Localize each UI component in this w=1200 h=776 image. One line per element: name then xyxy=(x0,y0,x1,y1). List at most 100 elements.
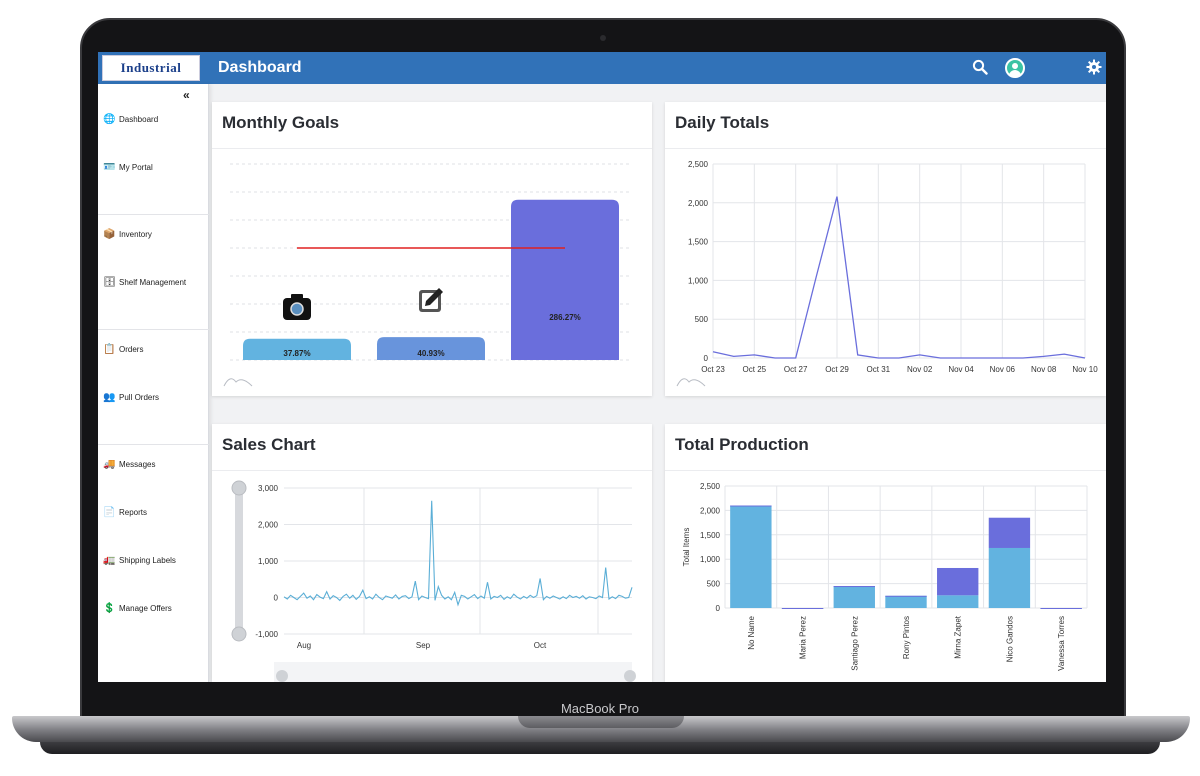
x-tick-label: Oct 29 xyxy=(825,365,849,374)
card-title: Daily Totals xyxy=(675,113,770,132)
x-tick-label: Maria Perez xyxy=(799,616,808,659)
bar-data-label: 37.87% xyxy=(283,349,310,358)
y-tick-label: 500 xyxy=(707,580,721,589)
bar-segment xyxy=(988,517,1031,548)
x-tick-label: Oct 27 xyxy=(784,365,808,374)
x-tick-label: Vanessa Torres xyxy=(1057,616,1066,671)
y-tick-label: 1,000 xyxy=(258,557,279,566)
y-tick-label: 2,000 xyxy=(688,199,709,208)
sidebar-item-dashboard[interactable]: 🌐 Dashboard xyxy=(103,114,158,125)
bar xyxy=(377,337,485,360)
sidebar-item-messages[interactable]: 🚚 Messages xyxy=(103,459,155,470)
sidebar-divider xyxy=(98,444,209,445)
sales-chart: -1,000 0 1,000 2,000 3,000 Aug Sep Oct xyxy=(231,480,636,682)
y-tick-label: 3,000 xyxy=(258,484,279,493)
x-tick-label: Rony Pintos xyxy=(902,616,911,659)
bar-segment xyxy=(988,547,1031,608)
people-carry-icon: 👥 xyxy=(103,392,116,403)
sidebar-item-label: Reports xyxy=(119,508,148,517)
card-divider xyxy=(212,470,652,471)
sidebar-item-shipping-labels[interactable]: 🚛 Shipping Labels xyxy=(103,555,176,566)
x-tick-label: No Name xyxy=(747,615,756,649)
card-divider xyxy=(665,148,1106,149)
x-tick-label: Aug xyxy=(297,641,311,650)
bar-segment xyxy=(937,567,979,596)
bar-segment xyxy=(833,586,875,608)
bar-data-label: 286.27% xyxy=(549,313,581,322)
bar-segment xyxy=(937,595,979,608)
device-label: MacBook Pro xyxy=(560,701,640,716)
sidebar-divider xyxy=(98,329,209,330)
gear-icon[interactable] xyxy=(1086,59,1102,80)
y-tick-label: 2,000 xyxy=(258,521,279,530)
x-tick-label: Nov 06 xyxy=(990,365,1016,374)
range-slider-handle-top xyxy=(231,480,247,496)
x-tick-label: Nico Gandos xyxy=(1005,616,1014,662)
card-title: Total Production xyxy=(675,435,809,454)
navigator-strip xyxy=(274,662,632,682)
card-title: Sales Chart xyxy=(222,435,316,454)
x-tick-label: Sep xyxy=(416,641,431,650)
page-title: Dashboard xyxy=(218,59,302,76)
sidebar-item-label: Shelf Management xyxy=(119,278,187,287)
y-tick-label: 2,500 xyxy=(688,160,709,169)
sidebar-item-label: My Portal xyxy=(119,163,153,172)
bar-segment xyxy=(781,608,824,609)
camera-icon-top xyxy=(291,294,303,300)
truck-messages-icon: 🚚 xyxy=(103,459,116,470)
card-divider xyxy=(212,148,652,149)
sidebar-item-pull-orders[interactable]: 👥 Pull Orders xyxy=(103,392,159,403)
camera-dot xyxy=(600,35,606,41)
range-slider-track xyxy=(235,488,243,634)
sidebar-item-orders[interactable]: 📋 Orders xyxy=(103,344,143,355)
sales-chart-card: Sales Chart -1,000 0 1,000 2,000 3,000 Aug Sep… xyxy=(212,424,652,682)
search-icon[interactable] xyxy=(972,59,988,80)
sidebar-item-manage-offers[interactable]: 💲 Manage Offers xyxy=(103,603,172,614)
chart-watermark-icon xyxy=(223,378,253,387)
sidebar-item-my-portal[interactable]: 🪪 My Portal xyxy=(103,162,153,173)
bar-segment xyxy=(885,595,927,608)
x-tick-label: Nov 08 xyxy=(1031,365,1057,374)
globe-icon: 🌐 xyxy=(103,114,116,125)
y-tick-label: -1,000 xyxy=(255,630,278,639)
y-tick-label: 500 xyxy=(695,315,709,324)
sidebar-item-label: Pull Orders xyxy=(119,393,160,402)
y-tick-label: 0 xyxy=(704,354,709,363)
company-logo[interactable]: Industrial xyxy=(102,55,200,81)
collapse-sidebar-button[interactable]: « xyxy=(183,88,190,102)
sidebar-item-shelf-management[interactable]: 🗄 Shelf Management xyxy=(103,277,186,288)
camera-icon-lens xyxy=(290,302,304,316)
laptop-notch xyxy=(518,716,684,728)
sidebar-item-reports[interactable]: 📄 Reports xyxy=(103,507,147,518)
laptop-base-bottom xyxy=(40,742,1160,754)
daily-totals-line xyxy=(712,196,1086,359)
y-tick-label: 2,000 xyxy=(700,506,721,515)
sidebar-item-label: Dashboard xyxy=(119,115,159,124)
x-tick-label: Santiago Perez xyxy=(850,616,859,671)
screen: Industrial Dashboard « 🌐 Dashboard 🪪 My Po… xyxy=(98,52,1106,682)
bar-data-label: 40.93% xyxy=(417,349,444,358)
y-axis-label: Total Items xyxy=(682,528,691,567)
y-tick-label: 0 xyxy=(716,604,721,613)
x-tick-label: Mirna Zapet xyxy=(954,615,963,658)
y-tick-label: 1,500 xyxy=(688,238,709,247)
range-slider-handle-bottom xyxy=(231,626,247,642)
y-tick-label: 1,000 xyxy=(700,555,721,564)
x-tick-label: Nov 04 xyxy=(948,365,974,374)
top-bar: Industrial Dashboard xyxy=(98,52,1106,84)
card-title: Monthly Goals xyxy=(222,113,340,132)
chart-watermark-icon xyxy=(676,378,706,387)
y-tick-label: 0 xyxy=(274,594,279,603)
daily-totals-card: Daily Totals 0 500 1,000 1,500 2,000 2,500 Oct… xyxy=(665,102,1106,396)
boxes-icon: 📦 xyxy=(103,229,116,240)
sidebar-item-label: Orders xyxy=(119,345,144,354)
x-tick-label: Nov 10 xyxy=(1072,365,1098,374)
x-tick-label: Oct 23 xyxy=(701,365,725,374)
sales-line xyxy=(283,500,633,607)
y-tick-label: 1,500 xyxy=(700,531,721,540)
user-avatar-icon[interactable] xyxy=(1005,58,1025,78)
sidebar-item-inventory[interactable]: 📦 Inventory xyxy=(103,229,152,240)
bar-segment xyxy=(730,505,772,507)
card-divider xyxy=(665,470,1106,471)
navigator-handle-right xyxy=(624,670,636,682)
